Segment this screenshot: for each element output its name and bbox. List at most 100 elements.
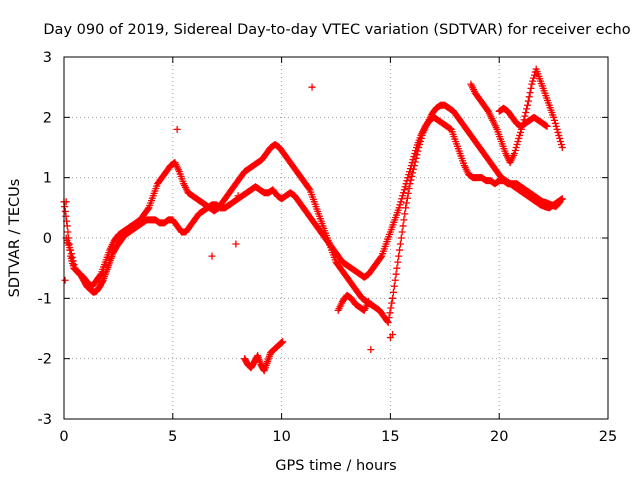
main-trace-b-point: [415, 144, 423, 151]
late-upper-arc-point: [512, 144, 520, 151]
late-upper-arc-point: [551, 119, 559, 127]
x-tick-label: 20: [490, 429, 508, 445]
y-tick-label: 1: [43, 171, 52, 187]
late-upper-arc-point: [553, 125, 561, 133]
main-trace-b-point: [412, 154, 420, 162]
main-trace-b-point: [396, 240, 404, 248]
ridge-upper-point: [543, 122, 551, 130]
late-upper-arc-point: [530, 71, 538, 79]
main-trace-b-point: [404, 189, 412, 197]
main-trace-b-point: [403, 199, 411, 207]
late-upper-arc-point: [552, 122, 560, 130]
late-upper-arc-point: [556, 134, 564, 142]
late-upper-arc-point: [523, 101, 531, 109]
main-trace-b-point: [407, 176, 415, 184]
late-upper-arc-point: [517, 128, 525, 136]
late-upper-arc-point: [555, 131, 563, 139]
main-trace-b-point: [401, 210, 409, 218]
main-trace-b-point: [96, 271, 104, 279]
main-trace-b-point: [409, 169, 417, 177]
x-tick-label: 15: [381, 429, 399, 445]
main-trace-b-point: [67, 250, 75, 258]
main-trace-b-point: [383, 317, 391, 325]
tick-labels: 0 5 10 15 20 25 -3 -2 -1 0 1 2 3: [38, 50, 618, 445]
y-tick-label: -3: [38, 412, 52, 428]
main-trace-b-point: [389, 288, 397, 296]
main-trace-b-point: [406, 180, 414, 188]
main-trace-a-point: [397, 198, 405, 206]
late-upper-arc-point: [523, 105, 531, 113]
main-trace-b-point: [305, 185, 313, 193]
x-axis-label: GPS time / hours: [275, 458, 396, 474]
main-trace-b-point: [399, 222, 407, 230]
main-trace-a-point: [399, 192, 407, 200]
main-trace-b-point: [398, 228, 406, 236]
x-tick-label: 25: [599, 429, 617, 445]
late-upper-arc-point: [525, 93, 533, 101]
outlier-point: [308, 83, 316, 91]
outlier-point: [208, 252, 216, 260]
main-trace-b-point: [400, 216, 408, 224]
main-trace-b-point: [409, 165, 417, 173]
main-trace-b-point: [416, 140, 424, 148]
main-trace-b-point: [391, 276, 399, 284]
main-trace-b-point: [144, 205, 152, 213]
late-upper-arc-point: [550, 113, 558, 121]
late-upper-arc-point: [557, 140, 565, 148]
y-tick-label: 0: [43, 231, 52, 247]
x-tick-label: 10: [272, 429, 290, 445]
main-trace-a-point: [406, 168, 414, 176]
y-tick-label: 2: [43, 110, 52, 126]
main-trace-b-point: [417, 134, 425, 142]
main-trace-b-point: [395, 252, 403, 260]
late-upper-arc-point: [513, 140, 521, 148]
late-upper-arc-point: [522, 109, 530, 117]
late-upper-arc-point: [515, 134, 523, 142]
y-tick-label: -2: [38, 352, 52, 368]
late-upper-arc-point: [526, 89, 534, 97]
late-upper-arc-point: [529, 77, 537, 85]
main-trace-b-point: [69, 257, 77, 265]
data-points: [60, 65, 566, 375]
chart-title: Day 090 of 2019, Sidereal Day-to-day VTE…: [43, 22, 630, 38]
late-upper-arc-point: [550, 116, 558, 124]
late-upper-arc-point: [510, 150, 518, 158]
late-upper-arc-point: [516, 131, 524, 139]
main-trace-b-point: [397, 234, 405, 242]
main-trace-b-point: [410, 162, 418, 170]
main-trace-b-point: [413, 151, 421, 159]
main-trace-b-point: [388, 299, 396, 307]
main-trace-a-point: [64, 228, 72, 236]
late-upper-arc-point: [527, 84, 535, 92]
late-upper-arc-point: [557, 137, 565, 145]
main-trace-b-point: [389, 294, 397, 302]
grid-lines: [64, 57, 608, 419]
main-trace-b-point: [402, 204, 410, 212]
late-upper-arc-point: [511, 147, 519, 155]
late-upper-arc-point: [530, 74, 538, 82]
y-tick-label: -1: [38, 291, 52, 307]
outlier-point: [234, 192, 242, 200]
main-trace-b-point: [385, 314, 393, 322]
late-upper-arc-point: [521, 112, 529, 120]
main-trace-a-point: [401, 183, 409, 191]
main-trace-b-point: [411, 158, 419, 166]
low-segment-point: [365, 297, 373, 305]
late-upper-arc-point: [514, 137, 522, 145]
main-trace-b-point: [390, 282, 398, 290]
main-trace-b-point: [387, 304, 395, 312]
main-trace-a-point: [395, 204, 403, 212]
main-trace-a-point: [61, 203, 69, 211]
main-trace-a-point: [396, 201, 404, 209]
main-trace-b-point: [396, 246, 404, 254]
main-trace-a-point: [400, 186, 408, 194]
main-trace-a-point: [99, 277, 107, 285]
late-upper-arc-point: [558, 144, 566, 151]
main-trace-b-point: [414, 147, 422, 155]
x-tick-label: 0: [59, 429, 68, 445]
y-tick-label: 3: [43, 50, 52, 66]
late-upper-arc-point: [554, 128, 562, 136]
main-trace-b-point: [384, 318, 392, 326]
